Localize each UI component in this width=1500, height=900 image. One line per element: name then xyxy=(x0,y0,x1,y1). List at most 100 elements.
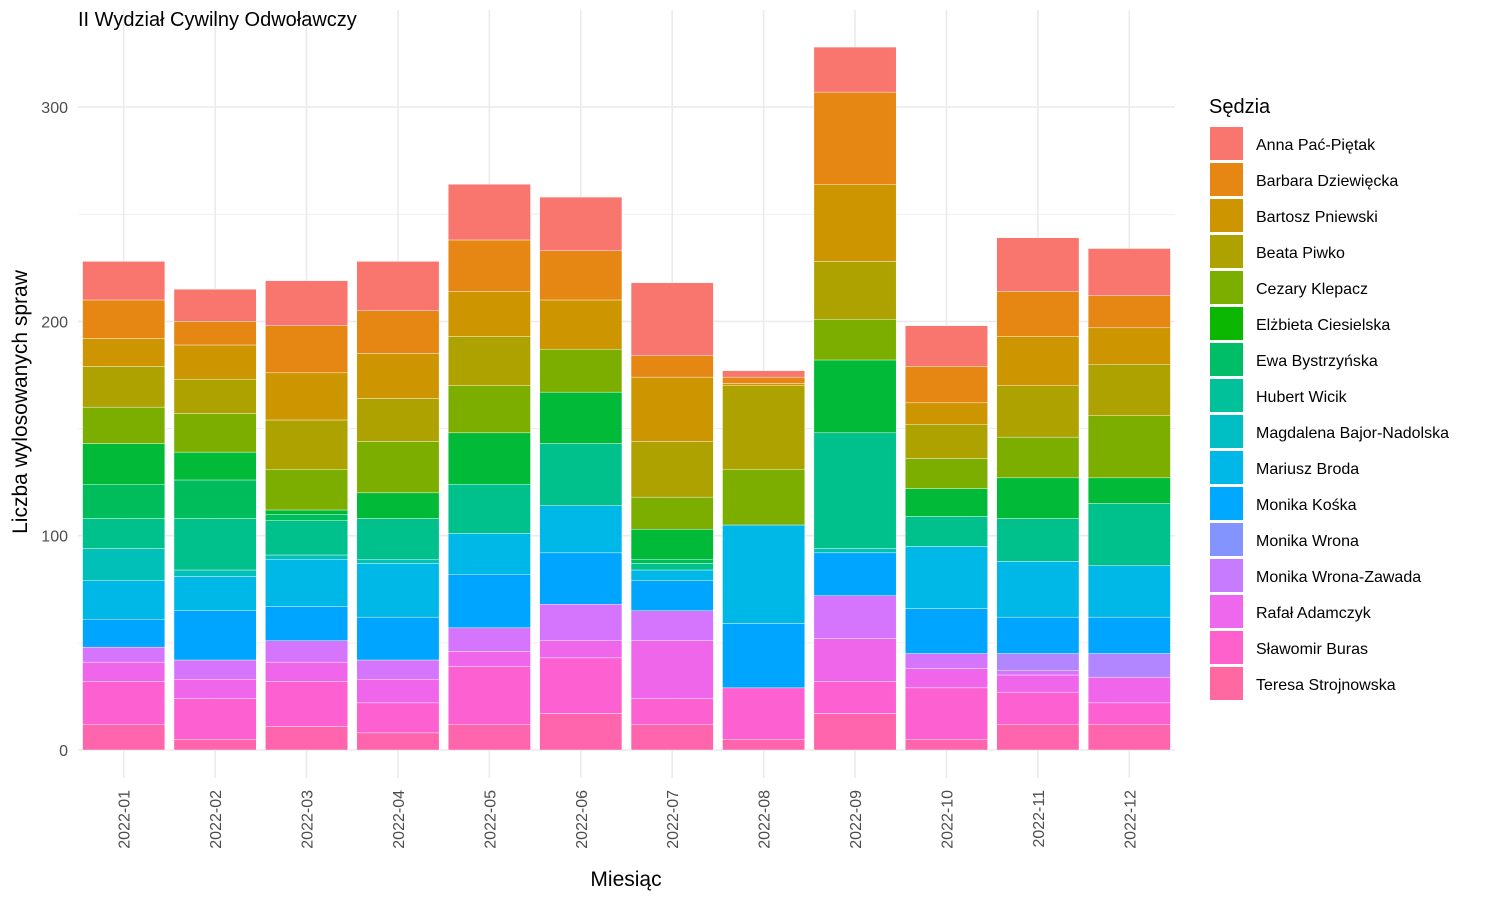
legend-swatch xyxy=(1210,379,1243,412)
bar-segment xyxy=(265,509,348,515)
legend-swatch xyxy=(1210,343,1243,376)
legend-swatch xyxy=(1210,559,1243,592)
bar-segment xyxy=(356,261,440,311)
bar-segment xyxy=(813,552,897,596)
legend-label: Magdalena Bajor-Nadolska xyxy=(1256,425,1449,442)
bar-segment xyxy=(630,355,714,378)
bar-segment xyxy=(722,370,805,378)
bar-segment xyxy=(448,239,531,292)
bar-segment xyxy=(905,516,988,547)
bar-segment xyxy=(82,366,166,408)
bar-segment xyxy=(448,724,531,751)
bar-segment xyxy=(448,666,531,725)
bar-segment xyxy=(539,604,623,641)
bar-segment xyxy=(448,574,531,629)
legend-swatch xyxy=(1210,127,1243,160)
bar-segment xyxy=(905,653,988,669)
bar-segment xyxy=(722,524,805,624)
legend-label: Elżbieta Ciesielska xyxy=(1256,317,1390,334)
bar-segment xyxy=(265,554,348,560)
x-axis-ticks: 2022-01 2022-02 2022-03 2022-04 2022-05 2022-… xyxy=(117,790,1140,849)
bar-segment xyxy=(82,646,166,663)
bar-segment xyxy=(356,559,440,564)
x-axis-label: Miesiąc xyxy=(590,868,661,891)
y-tick-label: 0 xyxy=(59,743,68,760)
bar-segment xyxy=(630,580,714,611)
bar-segment xyxy=(82,338,166,367)
bar-segment xyxy=(539,349,623,393)
bar-segment xyxy=(630,282,714,356)
bar-segment xyxy=(996,385,1080,438)
bar-segment xyxy=(448,533,531,575)
x-tick-label: 2022-03 xyxy=(300,790,317,849)
bar-segment xyxy=(173,321,257,346)
bar-segment xyxy=(996,724,1080,751)
legend-label: Teresa Strojnowska xyxy=(1256,677,1396,694)
bar-segment xyxy=(1087,327,1171,365)
legend-swatch xyxy=(1210,415,1243,448)
bar-segment xyxy=(996,477,1080,519)
bar-segment xyxy=(1087,616,1171,654)
bar-segment xyxy=(813,638,897,682)
bar-segment xyxy=(82,518,166,549)
bar-segment xyxy=(630,496,714,530)
bar-segment xyxy=(173,576,257,611)
bar-segment xyxy=(996,691,1080,725)
bar-segment xyxy=(356,441,440,494)
bar-segment xyxy=(265,606,348,641)
x-tick-label: 2022-01 xyxy=(117,790,134,849)
x-tick-label: 2022-08 xyxy=(757,790,774,849)
bar-segment xyxy=(813,432,897,549)
bar-segment xyxy=(82,299,166,339)
bar-segment xyxy=(630,724,714,751)
legend-swatch xyxy=(1210,487,1243,520)
bar-segment xyxy=(630,441,714,498)
bar-segment xyxy=(265,514,348,521)
bar-segment xyxy=(630,640,714,699)
x-tick-label: 2022-10 xyxy=(939,790,956,849)
bar-segment xyxy=(82,443,166,485)
bar-segment xyxy=(996,237,1080,292)
bar-segment xyxy=(539,443,623,506)
x-tick-label: 2022-04 xyxy=(391,790,408,849)
x-tick-label: 2022-06 xyxy=(574,790,591,849)
x-tick-label: 2022-09 xyxy=(848,790,865,849)
bar-segment xyxy=(265,280,348,326)
legend-label: Barbara Dziewięcka xyxy=(1256,173,1398,190)
legend-label: Anna Pać-Piętak xyxy=(1256,137,1376,154)
bar-segment xyxy=(905,687,988,740)
bar-segment xyxy=(1087,724,1171,751)
bar-segment xyxy=(356,310,440,354)
bar-segment xyxy=(905,608,988,654)
bar-segment xyxy=(448,651,531,667)
legend-label: Hubert Wicik xyxy=(1256,389,1348,406)
bar-segment xyxy=(539,505,623,554)
bar-segment xyxy=(1087,702,1171,725)
legend-label: Monika Wrona xyxy=(1256,533,1359,550)
y-axis-label: Liczba wylosowanych spraw xyxy=(9,269,32,534)
chart-title: II Wydział Cywilny Odwoławczy xyxy=(78,9,357,31)
bar-segment xyxy=(905,424,988,459)
bar-segment xyxy=(1087,364,1171,416)
bar-segment xyxy=(630,698,714,725)
bar-segment xyxy=(265,419,348,470)
bar-segment xyxy=(630,529,714,560)
bar-segment xyxy=(1087,565,1171,618)
bar-segment xyxy=(82,661,166,682)
bar-segment xyxy=(356,398,440,442)
legend-label: Sławomir Buras xyxy=(1256,641,1368,658)
bar-segment xyxy=(265,559,348,607)
bar-segment xyxy=(996,616,1080,654)
bar-segment xyxy=(356,518,440,560)
legend-swatch xyxy=(1210,163,1243,196)
bar-segment xyxy=(173,379,257,414)
bar-segment xyxy=(1087,676,1171,704)
bar-segment xyxy=(905,366,988,404)
legend: Sędzia Anna Pać-Piętak Barbara Dziewięcka… xyxy=(1209,96,1449,700)
bar-segment xyxy=(905,739,988,751)
bar-segment xyxy=(356,732,440,751)
bar-segment xyxy=(539,657,623,714)
legend-swatch xyxy=(1210,199,1243,232)
bar-segment xyxy=(722,623,805,689)
bar-segment xyxy=(539,391,623,444)
